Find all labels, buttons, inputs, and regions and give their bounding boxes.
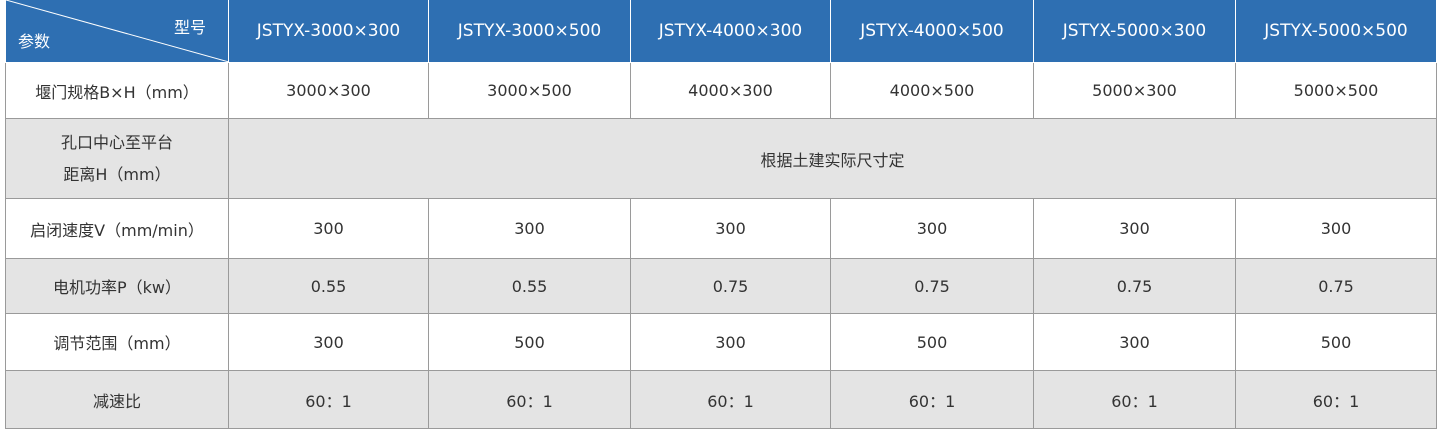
label-line: 距离H（mm） xyxy=(63,164,171,184)
row-label: 调节范围（mm） xyxy=(5,313,229,371)
cell: 0.75 xyxy=(830,258,1034,314)
diagonal xyxy=(6,0,229,62)
cell: 300 xyxy=(630,198,831,259)
label-line: 孔口中心至平台 xyxy=(60,132,173,152)
model-header: JSTYX-4000×300 xyxy=(630,0,831,63)
row-label: 启闭速度V（mm/min） xyxy=(5,198,229,259)
cell: 0.55 xyxy=(428,258,631,314)
cell: 4000×500 xyxy=(830,62,1034,119)
cell: 500 xyxy=(428,313,631,371)
table-row: 孔口中心至平台 距离H（mm） 根据土建实际尺寸定 xyxy=(5,118,1437,199)
model-header: JSTYX-5000×300 xyxy=(1033,0,1236,63)
table-body: 堰门规格B×H（mm） 3000×300 3000×500 4000×300 4000×… xyxy=(5,62,1437,429)
cell: 300 xyxy=(228,198,429,259)
cell: 300 xyxy=(228,313,429,371)
row-label: 孔口中心至平台 距离H（mm） xyxy=(5,118,229,199)
cell: 0.75 xyxy=(630,258,831,314)
cell: 300 xyxy=(428,198,631,259)
table-row: 电机功率P（kw） 0.55 0.55 0.75 0.75 0.75 0.75 xyxy=(5,258,1437,314)
cell: 60：1 xyxy=(1235,370,1437,429)
cell: 300 xyxy=(1033,313,1236,371)
corner-top: 型号 xyxy=(173,18,206,37)
cell: 300 xyxy=(1235,198,1437,259)
cell: 300 xyxy=(830,198,1034,259)
row-label: 堰门规格B×H（mm） xyxy=(5,62,229,119)
spec-table: 型号 参数 JSTYX-3000×300 JSTYX-3000×500 JSTYX-… xyxy=(5,0,1437,429)
cell: 0.75 xyxy=(1235,258,1437,314)
row-label: 减速比 xyxy=(5,370,229,429)
cell: 500 xyxy=(830,313,1034,371)
model-header: JSTYX-4000×500 xyxy=(830,0,1034,63)
cell: 3000×500 xyxy=(428,62,631,119)
row-label: 电机功率P（kw） xyxy=(5,258,229,314)
cell: 300 xyxy=(1033,198,1236,259)
table-row: 调节范围（mm） 300 500 300 500 300 500 xyxy=(5,313,1437,371)
cell: 60：1 xyxy=(630,370,831,429)
table-row: 减速比 60：1 60：1 60：1 60：1 60：1 60：1 xyxy=(5,370,1437,429)
cell: 60：1 xyxy=(228,370,429,429)
cell: 60：1 xyxy=(428,370,631,429)
corner-bottom: 参数 xyxy=(18,32,51,51)
model-header: JSTYX-3000×300 xyxy=(228,0,429,63)
cell: 300 xyxy=(630,313,831,371)
table-row: 堰门规格B×H（mm） 3000×300 3000×500 4000×300 4000×… xyxy=(5,62,1437,119)
cell: 500 xyxy=(1235,313,1437,371)
cell: 4000×300 xyxy=(630,62,831,119)
cell: 0.55 xyxy=(228,258,429,314)
header-row: 型号 参数 JSTYX-3000×300 JSTYX-3000×500 JSTYX-… xyxy=(5,0,1437,63)
cell: 5000×300 xyxy=(1033,62,1236,119)
model-header: JSTYX-3000×500 xyxy=(428,0,631,63)
cell: 0.75 xyxy=(1033,258,1236,314)
model-header: JSTYX-5000×500 xyxy=(1235,0,1437,63)
cell: 60：1 xyxy=(830,370,1034,429)
corner-cell: 型号 参数 xyxy=(5,0,229,63)
merged-cell: 根据土建实际尺寸定 xyxy=(228,118,1437,199)
table-row: 启闭速度V（mm/min） 300 300 300 300 300 300 xyxy=(5,198,1437,259)
cell: 5000×500 xyxy=(1235,62,1437,119)
cell: 60：1 xyxy=(1033,370,1236,429)
cell: 3000×300 xyxy=(228,62,429,119)
